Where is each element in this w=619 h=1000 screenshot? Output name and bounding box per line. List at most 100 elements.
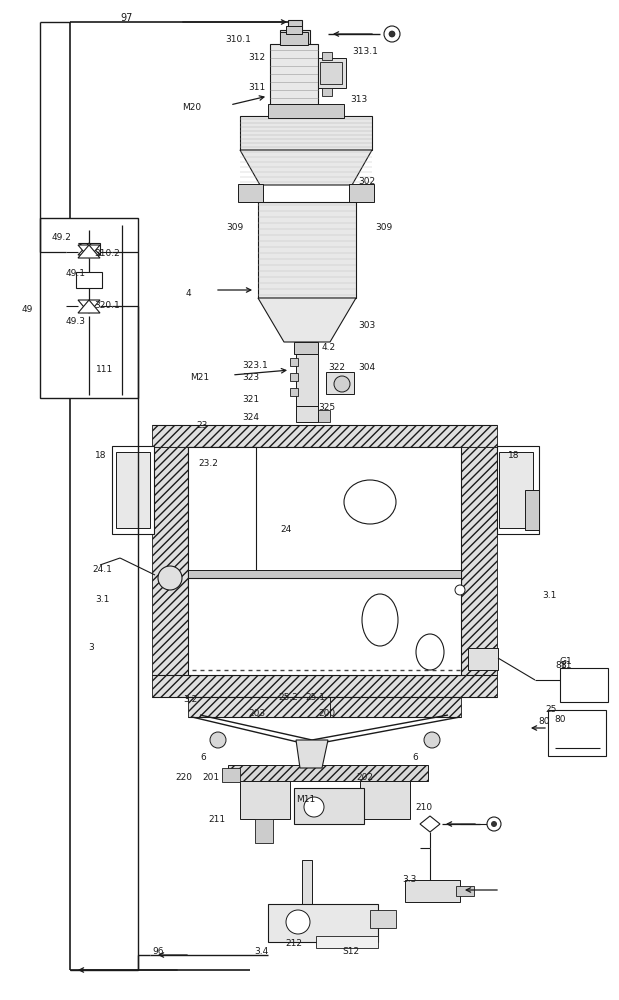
Bar <box>222 768 240 782</box>
Circle shape <box>424 732 440 748</box>
Text: 3.1: 3.1 <box>542 591 556 600</box>
Text: 211: 211 <box>208 816 225 824</box>
Bar <box>152 675 497 697</box>
Bar <box>280 32 308 45</box>
Bar <box>349 184 374 202</box>
Text: 309: 309 <box>375 224 392 232</box>
Bar <box>497 446 539 534</box>
Text: 4: 4 <box>186 288 192 298</box>
Text: 25: 25 <box>545 706 556 714</box>
Bar <box>290 373 298 381</box>
Bar <box>188 447 256 587</box>
Text: 313.1: 313.1 <box>352 47 378 56</box>
Text: 25.1: 25.1 <box>305 694 325 702</box>
Polygon shape <box>78 243 100 255</box>
Text: 24: 24 <box>280 526 292 534</box>
Bar <box>318 410 330 422</box>
Bar <box>296 406 318 422</box>
Circle shape <box>491 821 497 827</box>
Bar <box>560 668 608 702</box>
Text: 6: 6 <box>412 754 418 762</box>
Text: 200: 200 <box>318 708 335 718</box>
Polygon shape <box>78 300 100 313</box>
Bar <box>255 819 273 843</box>
Text: 49.3: 49.3 <box>66 318 86 326</box>
Text: 202: 202 <box>356 774 373 782</box>
Text: 3.1: 3.1 <box>95 595 110 604</box>
Bar <box>76 272 102 288</box>
Circle shape <box>304 797 324 817</box>
Bar <box>461 447 497 675</box>
Text: 325: 325 <box>318 403 335 412</box>
Bar <box>468 648 498 670</box>
Text: 323.1: 323.1 <box>242 360 268 369</box>
Text: 321: 321 <box>242 395 259 404</box>
Bar <box>152 425 497 447</box>
Bar <box>316 936 378 948</box>
Text: 212: 212 <box>285 940 302 948</box>
Bar <box>548 710 606 756</box>
Text: 3.3: 3.3 <box>402 876 417 884</box>
Circle shape <box>389 31 395 37</box>
Polygon shape <box>525 490 539 530</box>
Text: 309: 309 <box>226 224 243 232</box>
Bar <box>188 570 461 578</box>
Bar <box>268 104 344 118</box>
Bar <box>499 452 533 528</box>
Text: 3: 3 <box>88 644 93 652</box>
Bar <box>280 30 310 44</box>
Text: 18: 18 <box>95 452 106 460</box>
Bar <box>228 765 428 781</box>
Text: 304: 304 <box>358 363 375 372</box>
Text: M11: M11 <box>296 796 315 804</box>
Text: 49: 49 <box>22 306 33 314</box>
Text: 80: 80 <box>538 718 550 726</box>
Text: 303: 303 <box>358 320 375 330</box>
Circle shape <box>487 817 501 831</box>
Bar <box>322 52 332 60</box>
Bar <box>240 116 372 150</box>
Bar <box>320 62 342 84</box>
Text: 25.2: 25.2 <box>278 694 298 702</box>
Text: 3.4: 3.4 <box>254 948 268 956</box>
Polygon shape <box>258 298 356 342</box>
Text: S12: S12 <box>342 948 359 956</box>
Text: 111: 111 <box>96 365 113 374</box>
Bar <box>258 202 356 298</box>
Bar <box>270 44 318 116</box>
Bar <box>296 354 318 406</box>
Text: 312: 312 <box>248 53 265 62</box>
Text: 3.2: 3.2 <box>183 696 197 704</box>
Bar <box>286 26 302 34</box>
Text: 80: 80 <box>554 716 566 724</box>
Text: 302: 302 <box>358 178 375 186</box>
Text: 310.2: 310.2 <box>94 248 119 257</box>
Bar <box>288 20 302 32</box>
Text: 313: 313 <box>350 96 367 104</box>
Text: 310.1: 310.1 <box>225 35 251 44</box>
Polygon shape <box>240 150 372 185</box>
Text: 18: 18 <box>508 452 519 460</box>
Text: 320.1: 320.1 <box>94 300 119 310</box>
Bar <box>40 218 138 398</box>
Text: 311: 311 <box>248 84 266 93</box>
Text: 49.2: 49.2 <box>52 233 72 242</box>
Polygon shape <box>78 300 100 313</box>
Text: 49.1: 49.1 <box>66 269 86 278</box>
Bar <box>240 781 290 819</box>
Polygon shape <box>78 243 100 255</box>
Circle shape <box>158 566 182 590</box>
Bar <box>360 781 410 819</box>
Bar <box>370 910 396 928</box>
Bar <box>318 58 346 88</box>
Bar <box>188 447 461 587</box>
Text: 81: 81 <box>560 660 571 670</box>
Circle shape <box>210 732 226 748</box>
Text: 210: 210 <box>415 804 432 812</box>
Text: M20: M20 <box>182 104 201 112</box>
Text: 201: 201 <box>202 774 219 782</box>
Text: 6: 6 <box>200 754 206 762</box>
Bar <box>302 860 312 904</box>
Text: 23.2: 23.2 <box>198 460 218 468</box>
Polygon shape <box>420 816 440 832</box>
